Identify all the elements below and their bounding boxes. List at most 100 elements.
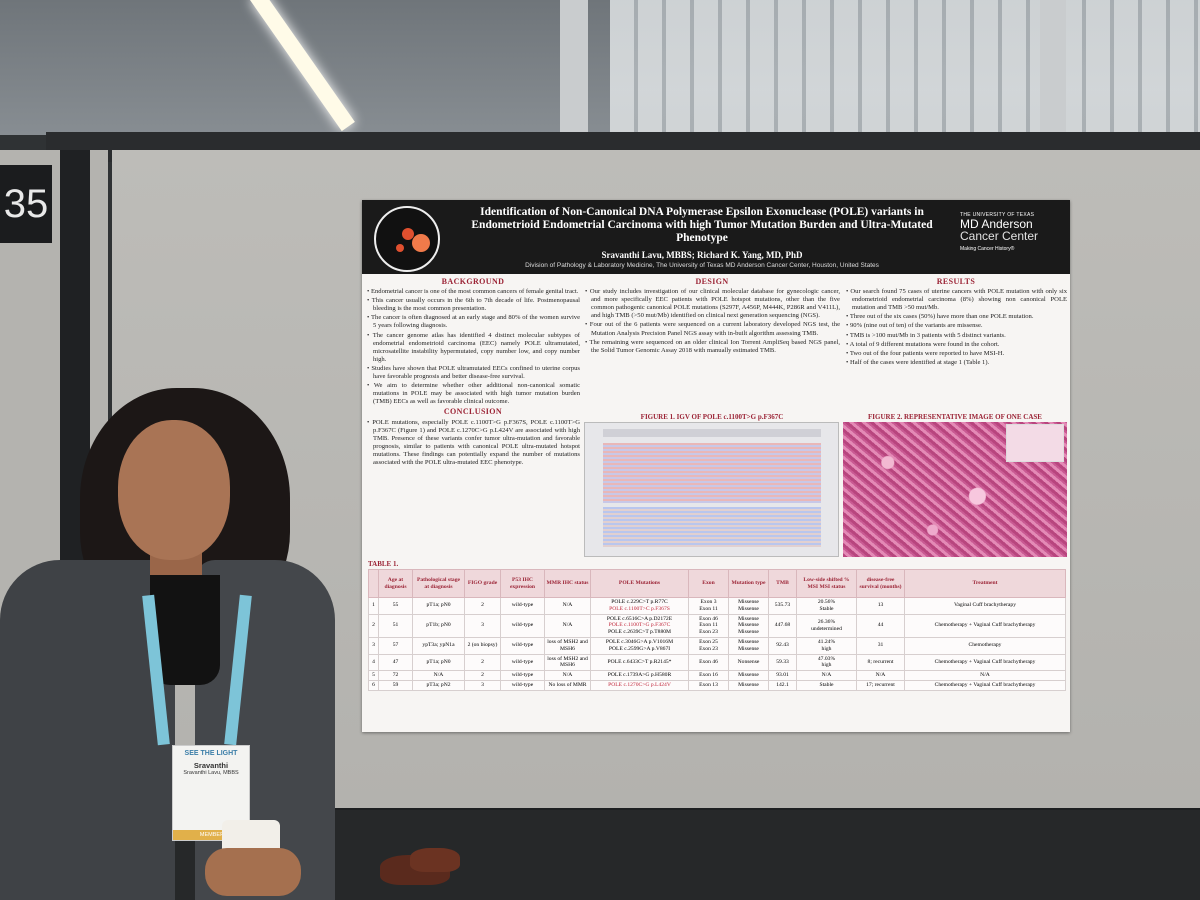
design-list: Our study includes investigation of our … [584,288,840,355]
list-item: TMB is >100 mut/Mb in 3 patients with 5 … [845,332,1067,340]
cell-line: Missense [738,629,759,636]
table-cell: 142.1 [768,679,797,691]
table-cell: wild-type [500,670,545,681]
cell-line: Missense [738,638,759,645]
cell-lines: POLE c.3046G>A p.V1016M POLE c.2599G>A p.… [592,639,687,653]
table-cell: 5 [368,670,379,681]
table-cell: Stable [796,679,857,691]
table-body: 1 55 pT1a; pN0 2 wild-type N/A POLE c.229C>T p… [368,597,1066,691]
table-cell: Missense [728,679,769,691]
logo-dot [396,244,404,252]
cell-lines: Stable [798,682,855,689]
table-row: 3 57 ypT3a; ypN1a 2 (on biopsy) wild-type los… [368,636,1066,655]
cell-line: Exon 25 [699,638,718,645]
badge-full-name: Sravanthi Lavu, MBBS [183,770,239,776]
cell-lines: 47.03% high [798,656,855,670]
table-cell: pT1a; pN0 [412,597,465,615]
table-cell: 72 [378,670,413,681]
table-header: Age at diagnosis [378,569,413,598]
table-row: 5 72 N/A 2 wild-type N/A POLE c.1739A>G p.H580… [368,670,1066,681]
table-row: 6 59 pT3a; pN2 3 wild-type No loss of MMR POLE… [368,679,1066,691]
list-item: Half of the cases were identified at sta… [845,359,1067,367]
table-cell: 2 (on biopsy) [464,636,501,655]
poster-logo-icon [374,206,440,272]
cell-line: Exon 46 [699,658,718,665]
table-header: Pathological stage at diagnosis [412,569,465,598]
table-header [368,569,379,598]
cell-line: undetermined [811,625,842,632]
table-cell: Exon 46 [688,653,729,672]
poster-header: Identification of Non-Canonical DNA Poly… [362,200,1070,274]
table-cell: wild-type [500,679,545,691]
figure1-title: FIGURE 1. IGV OF POLE c.1100T>G p.F367C [640,413,784,421]
cell-line: POLE c.1270C>G p.L424V [608,681,671,688]
igv-reads [603,443,821,503]
logo-line: THE UNIVERSITY OF TEXAS [960,212,1035,218]
cell-line: Missense [738,615,759,622]
column-results: RESULTS Our search found 75 cases of ute… [845,276,1067,368]
table-cell: Missense Missense [728,636,769,655]
cell-line: high [821,662,832,669]
list-item: POLE mutations, especially POLE c.1100T>… [366,419,580,468]
cell-lines: 41.24% high [798,639,855,653]
table-cell: wild-type [500,613,545,638]
table-cell: 3 [464,679,501,691]
list-item: Our study includes investigation of our … [584,288,840,320]
mutation-table: Age at diagnosis Pathological stage at d… [368,569,1066,691]
cell-lines: Exon 46 [690,659,727,666]
cell-line: Exon 11 [699,622,718,629]
table-cell: N/A [412,670,465,681]
section-heading: RESULTS [936,277,976,286]
cell-line: POLE c.3046G>A p.V1016M [605,638,674,645]
cell-line: Missense [738,672,759,679]
table-cell: 59.33 [768,653,797,672]
table-cell: POLE c.6433C>T p.R2145* [590,653,689,672]
histology-inset [1006,424,1064,462]
table-cell: pT1a; pN0 [412,653,465,672]
list-item: Studies have shown that POLE ultramutate… [366,365,580,381]
cell-lines: 26.36% undetermined [798,619,855,633]
table-cell: POLE c.1739A>G p.H580R [590,670,689,681]
ceiling [0,0,1200,150]
table-cell: pT1b; pN0 [412,613,465,638]
cell-line: Exon 3 [700,599,717,605]
table-header: disease-free survival (months) [856,569,905,598]
table-cell: N/A [544,597,591,615]
cell-line: high [821,645,832,652]
column-design: DESIGN Our study includes investigation … [584,276,840,356]
table-cell: Missense Missense [728,597,769,615]
table-cell: 93.01 [768,670,797,681]
table-cell: 31 [856,636,905,655]
table-cell: 2 [464,670,501,681]
cell-lines: Exon 25 Exon 23 [690,639,727,653]
list-item: The remaining were sequenced on an older… [584,339,840,355]
list-item: A total of 9 different mutations were fo… [845,341,1067,349]
table-cell: 2 [464,653,501,672]
cell-line: POLE c.1100T>G p.F367C [608,622,671,629]
table-cell: N/A [544,670,591,681]
list-item: Two out of the four patients were report… [845,350,1067,358]
list-item: Three out of the six cases (50%) have mo… [845,313,1067,321]
logo-dot [412,234,430,252]
section-heading: BACKGROUND [441,277,505,286]
section-heading: DESIGN [695,277,729,286]
table-cell: Vaginal Cuff brachytherapy [904,597,1066,615]
table-cell: N/A [796,670,857,681]
table-cell: ypT3a; ypN1a [412,636,465,655]
table-cell: Missense [728,670,769,681]
table-header: Low-side shifted % MSI MSI status [796,569,857,598]
table-header: MMR IHC status [544,569,591,598]
cell-line: 41.24% [817,638,836,645]
cell-lines: Exon 16 [690,672,727,679]
cell-lines: POLE c.1270C>G p.L424V [592,682,687,689]
table-cell: 3 [464,613,501,638]
cell-lines: Missense Missense Missense [730,616,767,636]
logo-tagline: Making Cancer History® [960,246,1015,252]
table-header: Exon [688,569,729,598]
visitor-shoe [410,848,460,872]
cell-lines: Nonsense [730,659,767,666]
list-item: We aim to determine whether other additi… [366,382,580,406]
table-cell: Exon 25 Exon 23 [688,636,729,655]
ceiling-slats [610,0,1200,135]
table-cell: 3 [368,636,379,655]
